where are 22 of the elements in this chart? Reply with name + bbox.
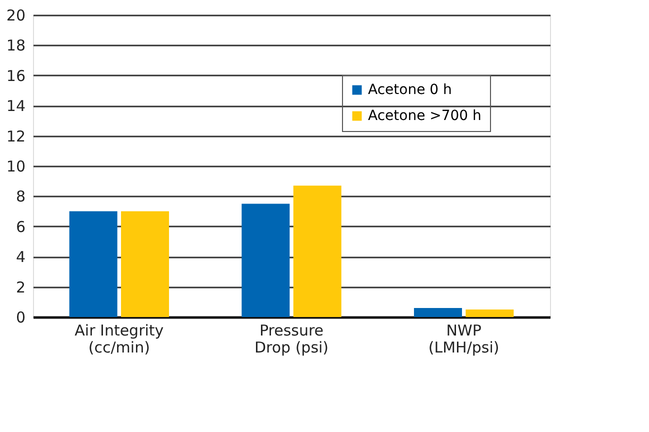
y-tick-label: 8 xyxy=(16,188,26,206)
y-tick-label: 6 xyxy=(16,218,26,236)
y-tick-label: 16 xyxy=(6,66,26,85)
legend-label: Acetone >700 h xyxy=(368,108,482,124)
y-tick-label: 2 xyxy=(16,278,26,296)
y-tick-label: 12 xyxy=(6,127,26,146)
y-tick-label: 4 xyxy=(16,248,26,266)
bar xyxy=(242,204,290,317)
y-tick-label: 14 xyxy=(6,97,26,116)
bar xyxy=(69,211,118,317)
bar xyxy=(293,186,342,317)
legend-label: Acetone 0 h xyxy=(368,82,452,98)
x-tick-label: Air Integrity (cc/min) xyxy=(74,322,164,356)
bar xyxy=(414,308,462,317)
x-tick-label: Pressure Drop (psi) xyxy=(254,322,329,356)
y-tick-label: 0 xyxy=(16,308,26,326)
bar xyxy=(466,309,514,317)
y-tick-label: 20 xyxy=(6,6,26,24)
x-tick-label: NWP (LMH/psi) xyxy=(428,322,500,356)
bar xyxy=(121,211,170,317)
y-tick-label: 18 xyxy=(6,36,26,55)
y-tick-label: 10 xyxy=(6,158,26,176)
